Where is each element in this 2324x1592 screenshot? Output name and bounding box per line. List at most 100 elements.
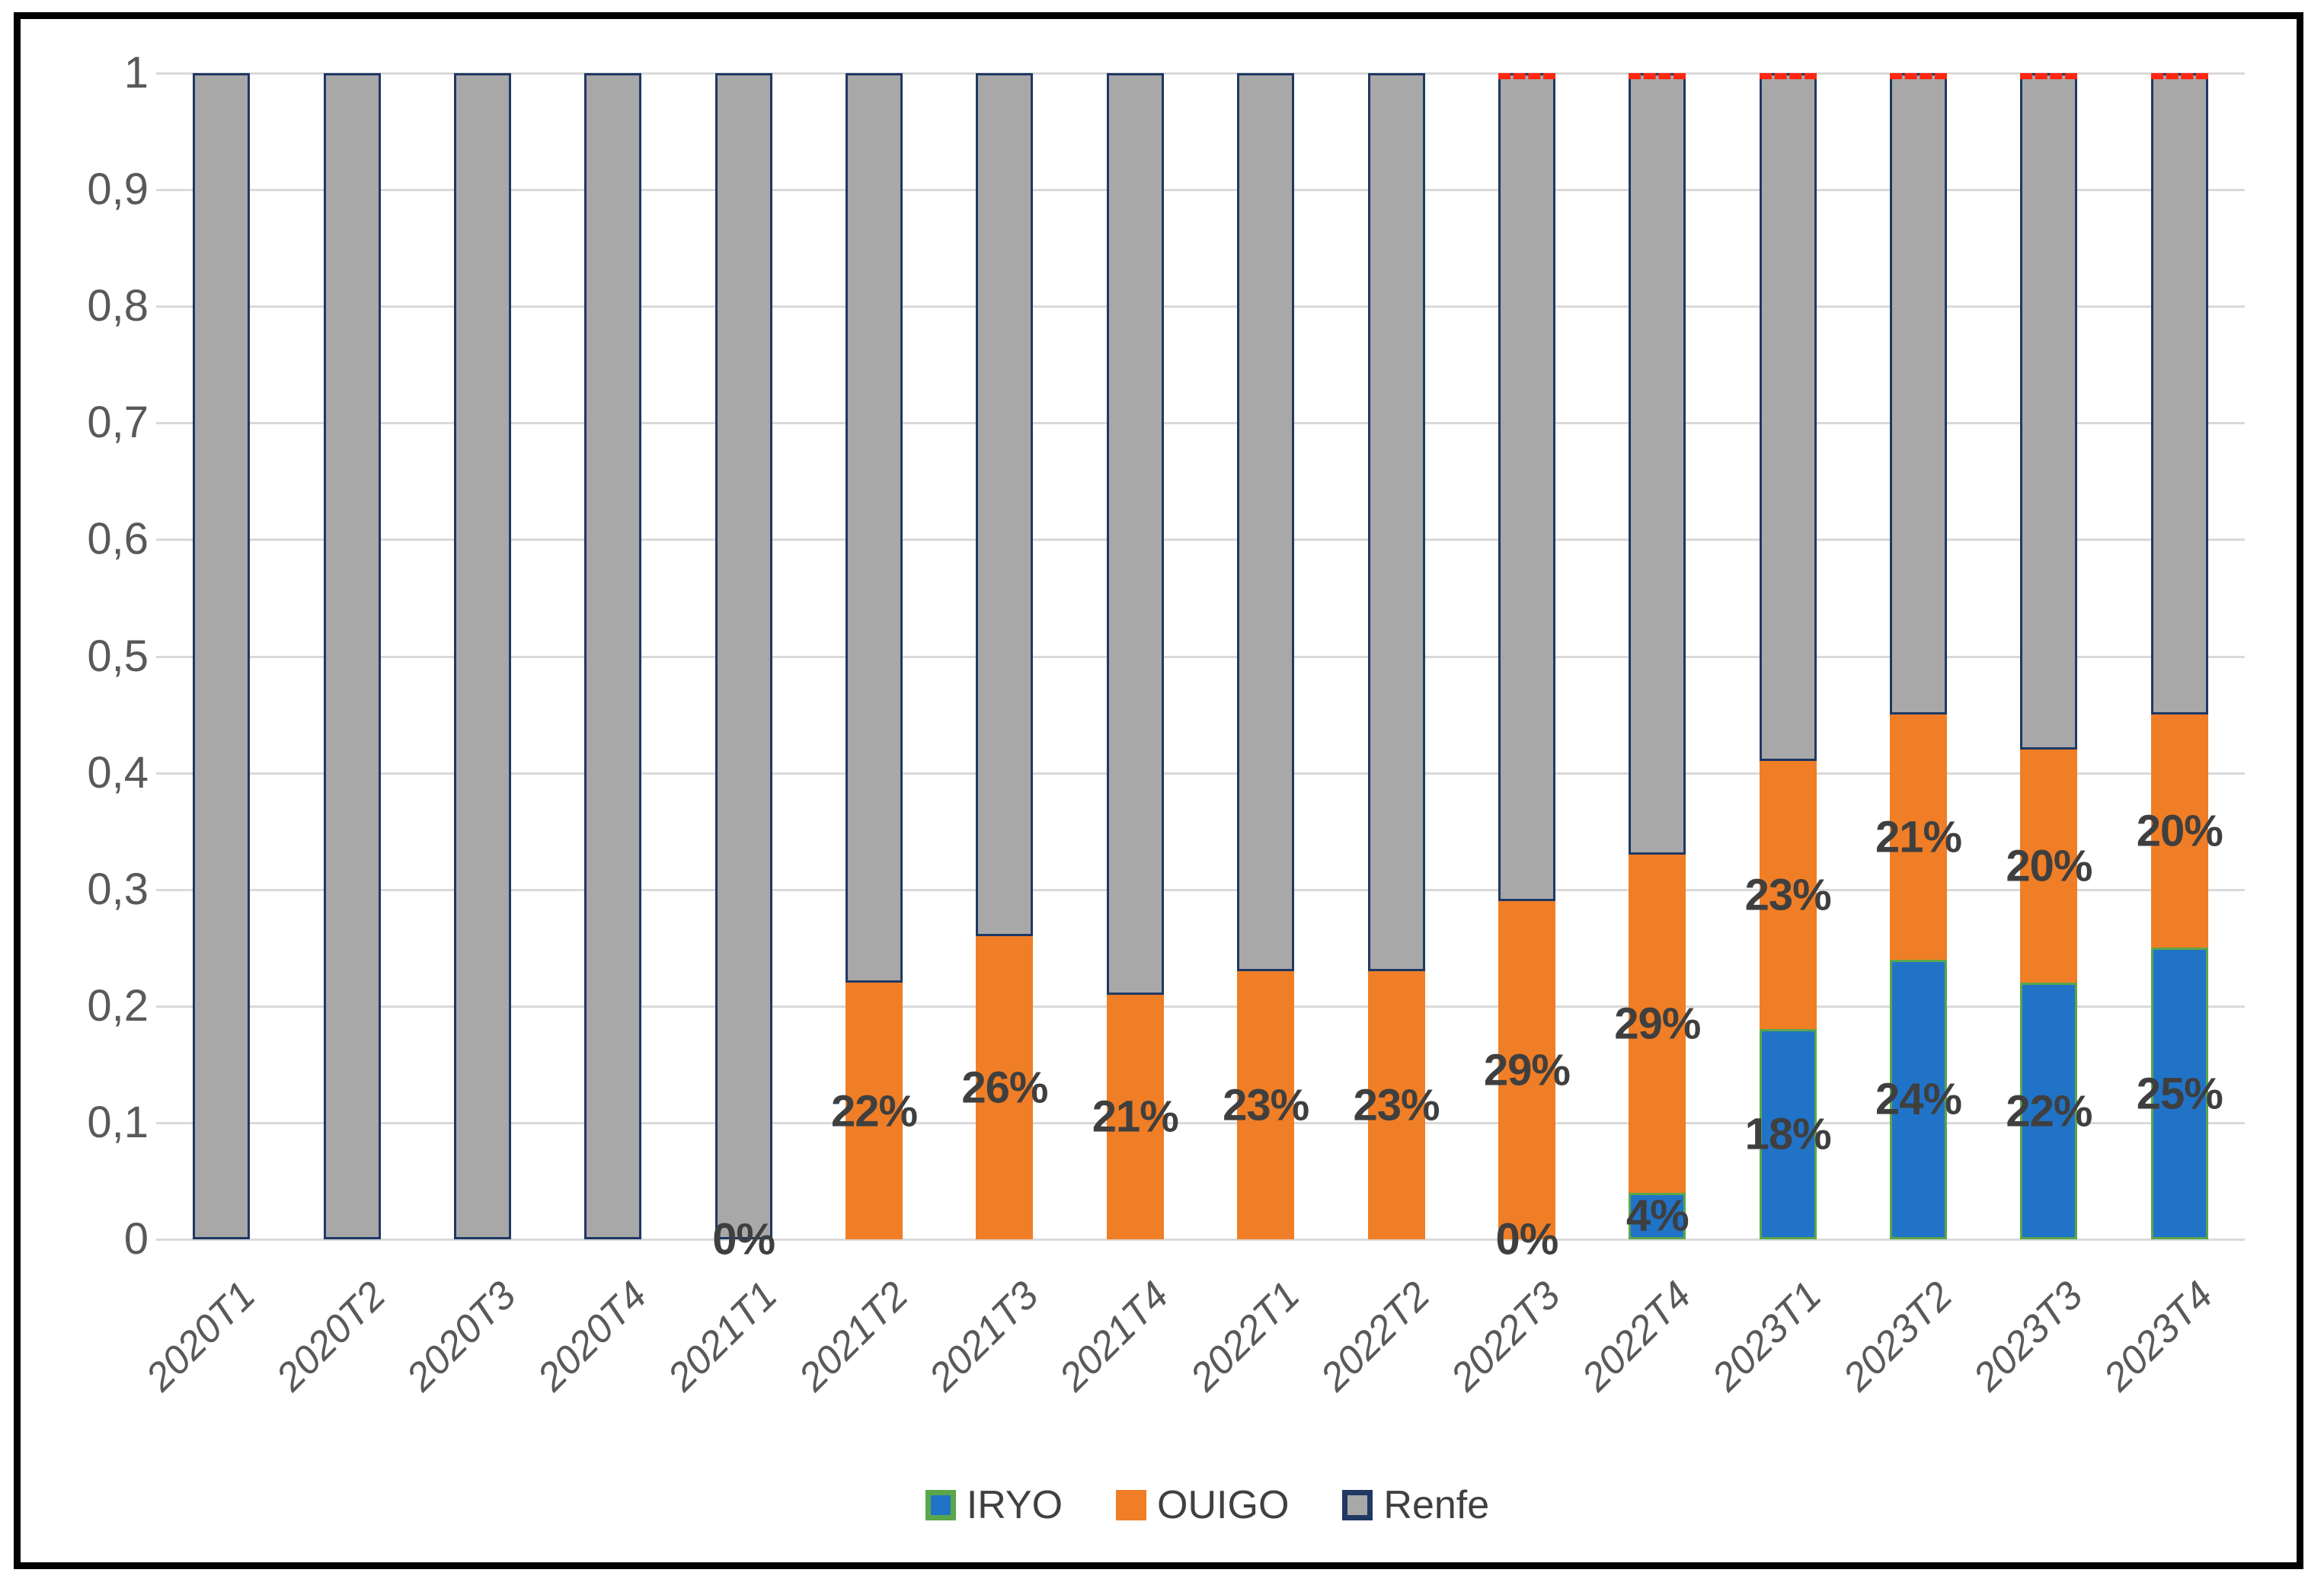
bar-segment-ouigo-2022T1 <box>1237 970 1295 1239</box>
y-tick-label: 0,3 <box>87 864 149 914</box>
bar-2022T1 <box>1237 73 1295 1239</box>
red-dash-top-2023T3 <box>2020 73 2078 79</box>
legend-label-renfe: Renfe <box>1383 1483 1490 1527</box>
gridline <box>156 772 2245 775</box>
data-label-ouigo-2023T4: 20% <box>2136 806 2223 856</box>
bar-segment-renfe-2021T3 <box>976 73 1034 936</box>
data-label-ouigo-2022T2: 23% <box>1353 1080 1440 1130</box>
bar-segment-ouigo-2023T1 <box>1759 761 1817 1030</box>
y-tick-label: 0,5 <box>87 631 149 681</box>
bar-segment-renfe-2021T1 <box>714 73 772 1239</box>
bar-2022T4 <box>1629 73 1686 1239</box>
gridline <box>156 1121 2245 1124</box>
bar-segment-renfe-2021T2 <box>846 73 903 983</box>
bar-segment-ouigo-2023T3 <box>2020 750 2078 983</box>
gridline <box>156 1005 2245 1008</box>
bar-segment-ouigo-2021T3 <box>976 935 1034 1239</box>
bar-segment-renfe-2022T2 <box>1367 73 1425 971</box>
data-label-iryo-2022T4: 4% <box>1626 1191 1689 1241</box>
bar-2021T3 <box>976 73 1034 1239</box>
bar-segment-ouigo-2021T4 <box>1106 994 1164 1239</box>
bar-2020T3 <box>453 73 511 1239</box>
bar-segment-renfe-2021T4 <box>1106 73 1164 995</box>
bar-segment-ouigo-2023T2 <box>1890 714 1948 960</box>
legend-swatch-ouigo <box>1116 1490 1147 1520</box>
gridline <box>156 422 2245 425</box>
bar-segment-ouigo-2021T2 <box>846 983 903 1239</box>
plot-area: 1 0,9 0,8 0,7 0,6 0,5 0,4 0,3 0,2 0,1 0 2020T1 2020T… <box>21 19 2297 1562</box>
gridline <box>156 1239 2245 1241</box>
legend-item-iryo: IRYO <box>925 1485 1063 1525</box>
red-dash-top-2023T2 <box>1890 73 1948 79</box>
y-tick-label: 0,9 <box>87 165 149 215</box>
red-dash-top-2023T4 <box>2150 73 2208 79</box>
bar-segment-renfe-2023T3 <box>2020 73 2078 750</box>
bar-segment-renfe-2020T1 <box>193 73 251 1239</box>
bar-segment-renfe-2022T1 <box>1237 73 1295 971</box>
red-dash-top-2023T1 <box>1759 73 1817 79</box>
data-label-ouigo-2021T2: 22% <box>831 1086 918 1136</box>
legend-label-iryo: IRYO <box>966 1483 1063 1527</box>
bar-segment-renfe-2020T2 <box>323 73 381 1239</box>
y-tick-label: 0,8 <box>87 281 149 331</box>
bar-segment-renfe-2020T4 <box>584 73 642 1239</box>
bar-segment-renfe-2023T1 <box>1759 73 1817 762</box>
bar-2020T1 <box>193 73 251 1239</box>
chart-frame: 1 0,9 0,8 0,7 0,6 0,5 0,4 0,3 0,2 0,1 0 2020T1 2020T… <box>14 12 2303 1569</box>
data-label-ouigo-2023T3: 20% <box>2006 841 2092 891</box>
bar-2023T2 <box>1890 73 1948 1239</box>
bar-segment-ouigo-2022T2 <box>1367 970 1425 1239</box>
gridline <box>156 305 2245 308</box>
legend-item-renfe: Renfe <box>1342 1485 1489 1525</box>
data-label-iryo-2023T2: 24% <box>1875 1074 1962 1124</box>
legend-label-ouigo: OUIGO <box>1157 1483 1290 1527</box>
y-tick-label: 0,1 <box>87 1097 149 1147</box>
gridline <box>156 888 2245 891</box>
bar-segment-iryo-2022T4 <box>1629 1192 1686 1239</box>
bar-2023T3 <box>2020 73 2078 1239</box>
y-tick-label: 0,7 <box>87 398 149 448</box>
bar-2022T2 <box>1367 73 1425 1239</box>
data-label-ouigo-2021T1: 0% <box>712 1214 775 1264</box>
bar-segment-renfe-2023T2 <box>1890 73 1948 715</box>
y-tick-label: 0 <box>123 1214 149 1264</box>
bar-segment-iryo-2023T4 <box>2150 948 2208 1239</box>
y-tick-label: 0,4 <box>87 747 149 798</box>
bar-segment-renfe-2023T4 <box>2150 73 2208 715</box>
bar-segment-iryo-2023T3 <box>2020 983 2078 1239</box>
data-label-ouigo-2022T4: 29% <box>1614 999 1701 1049</box>
data-label-iryo-2022T3: 0% <box>1495 1214 1559 1264</box>
data-label-ouigo-2021T4: 21% <box>1092 1092 1179 1142</box>
gridline <box>156 539 2245 542</box>
legend-item-ouigo: OUIGO <box>1116 1485 1289 1525</box>
data-label-iryo-2023T4: 25% <box>2136 1069 2223 1119</box>
bar-2020T4 <box>584 73 642 1239</box>
red-dash-top-2022T4 <box>1629 73 1686 79</box>
legend-swatch-iryo <box>925 1490 956 1520</box>
legend-swatch-renfe <box>1342 1490 1373 1520</box>
data-label-ouigo-2023T1: 23% <box>1744 870 1832 920</box>
data-label-iryo-2023T3: 22% <box>2006 1086 2092 1136</box>
bar-segment-ouigo-2022T3 <box>1498 901 1555 1239</box>
legend: IRYO OUIGO Renfe <box>163 1485 2252 1525</box>
y-tick-label: 0,6 <box>87 514 149 564</box>
y-tick-label: 1 <box>123 48 149 98</box>
bar-2021T4 <box>1106 73 1164 1239</box>
bar-segment-iryo-2023T2 <box>1890 959 1948 1239</box>
red-dash-top-2022T3 <box>1498 73 1555 79</box>
gridline <box>156 655 2245 658</box>
bar-segment-ouigo-2022T4 <box>1629 854 1686 1193</box>
bar-2020T2 <box>323 73 381 1239</box>
bar-segment-iryo-2023T1 <box>1759 1029 1817 1239</box>
bar-2021T1 <box>714 73 772 1239</box>
gridline <box>156 189 2245 192</box>
bar-segment-ouigo-2023T4 <box>2150 714 2208 948</box>
bar-2021T2 <box>846 73 903 1239</box>
gridline <box>156 72 2245 75</box>
data-label-ouigo-2021T3: 26% <box>961 1063 1048 1113</box>
bar-segment-renfe-2020T3 <box>453 73 511 1239</box>
bar-segment-renfe-2022T4 <box>1629 73 1686 855</box>
bar-2023T1 <box>1759 73 1817 1239</box>
bar-segment-renfe-2022T3 <box>1498 73 1555 902</box>
